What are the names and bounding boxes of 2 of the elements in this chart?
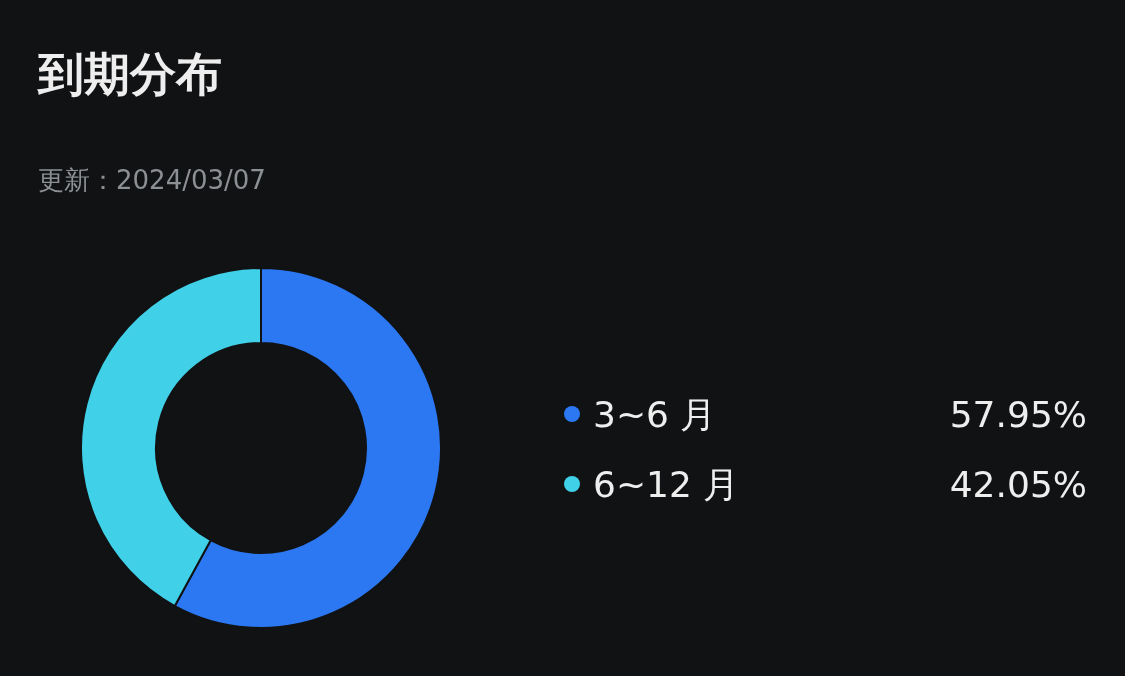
title: 到期分布 <box>38 47 222 101</box>
subtitle: 更新：2024/03/07 <box>38 165 266 195</box>
